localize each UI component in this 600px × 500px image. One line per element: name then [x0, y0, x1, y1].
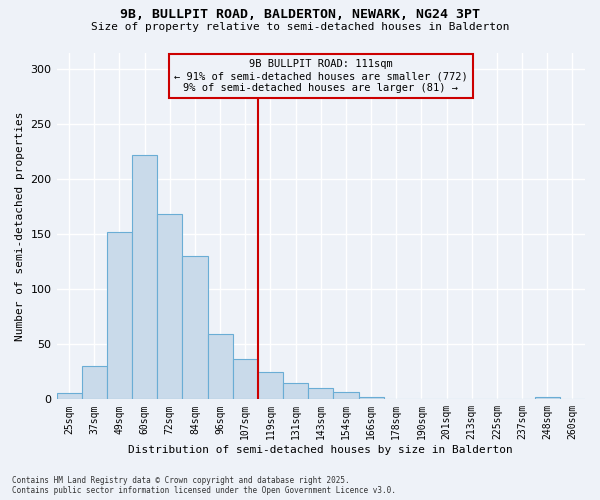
Bar [208, 334, 233, 400]
Bar [56, 392, 82, 400]
Bar [334, 392, 359, 400]
Y-axis label: Number of semi-detached properties: Number of semi-detached properties [15, 111, 25, 340]
Bar [182, 256, 208, 400]
X-axis label: Distribution of semi-detached houses by size in Balderton: Distribution of semi-detached houses by … [128, 445, 513, 455]
Text: Contains HM Land Registry data © Crown copyright and database right 2025.
Contai: Contains HM Land Registry data © Crown c… [12, 476, 396, 495]
Text: 9B BULLPIT ROAD: 111sqm
← 91% of semi-detached houses are smaller (772)
9% of se: 9B BULLPIT ROAD: 111sqm ← 91% of semi-de… [174, 60, 467, 92]
Bar [157, 214, 182, 400]
Text: 9B, BULLPIT ROAD, BALDERTON, NEWARK, NG24 3PT: 9B, BULLPIT ROAD, BALDERTON, NEWARK, NG2… [120, 8, 480, 20]
Bar [359, 397, 383, 400]
Bar [308, 388, 334, 400]
Bar [258, 372, 283, 400]
Text: Size of property relative to semi-detached houses in Balderton: Size of property relative to semi-detach… [91, 22, 509, 32]
Bar [233, 358, 258, 400]
Bar [107, 232, 132, 400]
Bar [132, 155, 157, 400]
Bar [283, 383, 308, 400]
Bar [82, 366, 107, 400]
Bar [535, 397, 560, 400]
